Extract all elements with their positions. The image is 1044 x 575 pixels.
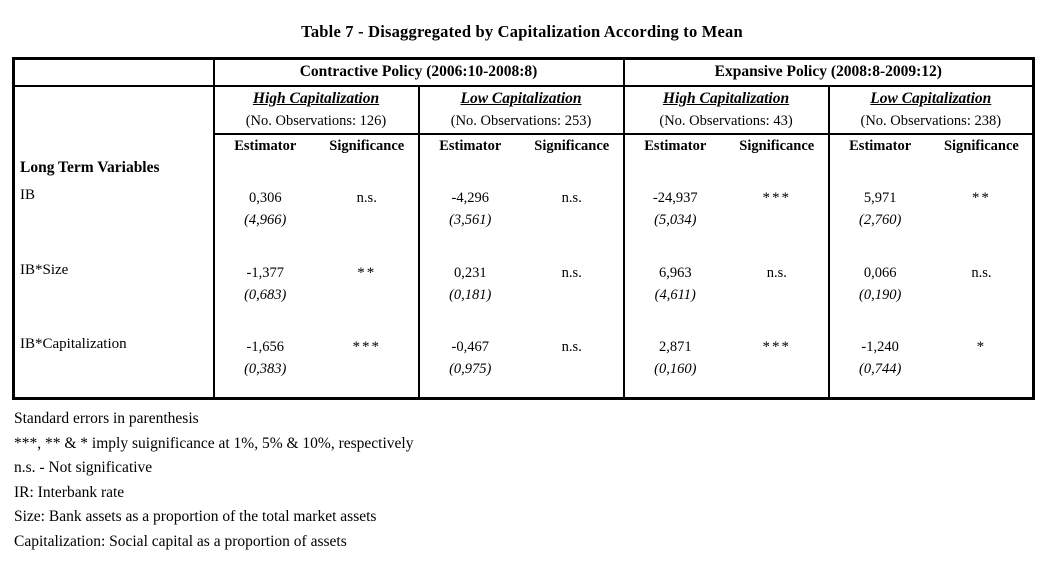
estimator-value: -1,240 (861, 338, 899, 355)
estimator-value: -1,656 (246, 338, 284, 355)
table-title: Table 7 - Disaggregated by Capitalizatio… (301, 22, 743, 41)
data-cell: -24,937 (5,034) *** (622, 180, 829, 256)
col-header-estimator: Estimator (644, 137, 707, 154)
obs-count: (No. Observations: 253) (450, 113, 592, 129)
col-header-significance: Significance (534, 137, 610, 154)
estimator-value: -0,467 (451, 338, 489, 355)
table-row: IB*Size -1,377 (0,683) ** 0,231 (0,181) (14, 255, 1034, 330)
data-cell: -1,656 (0,383) *** (212, 329, 419, 399)
section-label: Long Term Variables (20, 158, 160, 176)
std-error: (0,383) (244, 360, 287, 377)
group-header-label: High Capitalization (662, 90, 790, 107)
group-header: High Capitalization (No. Observations: 4… (622, 85, 829, 135)
significance-marker: n.s. (561, 264, 582, 281)
std-error: (0,744) (858, 360, 902, 377)
estimator-value: -24,937 (652, 189, 698, 206)
std-error: (5,034) (654, 211, 697, 228)
significance-marker: *** (762, 338, 792, 355)
std-error: (3,561) (449, 211, 492, 228)
footnote: Standard errors in parenthesis (14, 410, 199, 427)
policy-header-row: Contractive Policy (2006:10-2008:8) Expa… (13, 58, 1034, 87)
std-error: (4,611) (654, 286, 696, 303)
obs-count: (No. Observations: 238) (860, 113, 1002, 129)
data-cell: -1,240 (0,744) * (827, 329, 1034, 399)
col-header-significance: Significance (943, 137, 1019, 154)
col-header-estimator: Estimator (439, 137, 502, 154)
data-cell: -1,377 (0,683) ** (212, 255, 419, 330)
footnote: ***, ** & * imply suignificance at 1%, 5… (14, 434, 414, 452)
group-header: Low Capitalization (No. Observations: 23… (827, 85, 1034, 135)
estimator-value: -4,296 (451, 189, 489, 206)
group-header-label: High Capitalization (252, 90, 380, 107)
group-header: High Capitalization (No. Observations: 1… (212, 85, 419, 135)
significance-marker: n.s. (766, 264, 787, 281)
data-cell: 0,231 (0,181) n.s. (417, 255, 624, 330)
variable-label: IB*Capitalization (20, 335, 127, 352)
significance-marker: *** (352, 338, 381, 355)
data-cell: 5,971 (2,760) ** (827, 180, 1034, 256)
std-error: (0,190) (858, 286, 902, 303)
estimator-value: 6,963 (658, 264, 692, 281)
significance-marker: n.s. (971, 264, 992, 281)
column-header-cell: Estimator Significance (417, 133, 624, 181)
significance-marker: n.s. (356, 189, 377, 206)
obs-count: (No. Observations: 126) (245, 113, 387, 129)
significance-marker: ** (357, 264, 377, 281)
footnotes: Standard errors in parenthesis ***, ** &… (14, 407, 413, 555)
significance-marker: ** (971, 189, 991, 206)
capitalization-header-row: Long Term Variables High Capitalization … (14, 85, 1034, 176)
group-header-label: Low Capitalization (460, 90, 582, 107)
estimator-value: -1,377 (246, 264, 284, 281)
col-header-significance: Significance (329, 137, 405, 154)
obs-count: (No. Observations: 43) (659, 113, 793, 129)
data-cell: -0,467 (0,975) n.s. (417, 329, 624, 399)
estimator-value: 0,066 (863, 264, 897, 281)
std-error: (2,760) (858, 211, 902, 228)
significance-marker: *** (762, 189, 792, 206)
std-error: (0,181) (449, 286, 492, 303)
footnote: n.s. - Not significative (14, 459, 153, 477)
group-header-label: Low Capitalization (870, 90, 992, 107)
table-row: IB*Capitalization -1,656 (0,383) *** -0,… (14, 329, 1034, 399)
results-table: Contractive Policy (2006:10-2008:8) Expa… (12, 57, 1036, 400)
data-cell: -4,296 (3,561) n.s. (417, 180, 624, 256)
significance-marker: * (976, 338, 987, 355)
group-header: Low Capitalization (No. Observations: 25… (417, 85, 624, 135)
significance-marker: n.s. (561, 338, 582, 355)
footnote: Size: Bank assets as a proportion of the… (14, 508, 377, 526)
variable-label: IB*Size (20, 261, 69, 278)
column-header-cell: Estimator Significance (212, 133, 419, 181)
footnote: Capitalization: Social capital as a prop… (14, 532, 347, 550)
variable-label: IB (20, 186, 35, 203)
std-error: (0,975) (449, 360, 492, 377)
estimator-value: 2,871 (658, 338, 692, 355)
std-error: (0,160) (654, 360, 697, 377)
std-error: (4,966) (244, 211, 287, 228)
col-header-significance: Significance (739, 137, 815, 154)
estimator-value: 0,231 (453, 264, 487, 281)
col-header-estimator: Estimator (234, 137, 297, 154)
data-cell: 0,306 (4,966) n.s. (212, 180, 419, 256)
footnote: IR: Interbank rate (14, 483, 125, 501)
data-cell: 6,963 (4,611) n.s. (622, 255, 829, 330)
data-cell: 0,066 (0,190) n.s. (827, 255, 1034, 330)
column-header-cell: Estimator Significance (827, 133, 1034, 181)
policy-header-expansive: Expansive Policy (2008:8-2009:12) (622, 58, 1034, 87)
table-row: IB 0,306 (4,966) n.s. -4,296 (3,561) n.s (14, 180, 1034, 256)
policy-header-contractive: Contractive Policy (2006:10-2008:8) (212, 58, 624, 87)
corner-cell (13, 58, 214, 87)
data-cell: 2,871 (0,160) *** (622, 329, 829, 399)
std-error: (0,683) (244, 286, 287, 303)
estimator-value: 5,971 (863, 189, 897, 206)
estimator-value: 0,306 (248, 189, 282, 206)
significance-marker: n.s. (561, 189, 582, 206)
col-header-estimator: Estimator (849, 137, 912, 154)
column-header-cell: Estimator Significance (622, 133, 829, 181)
column-header-row: Estimator Significance Estimator Signifi… (14, 133, 1034, 181)
